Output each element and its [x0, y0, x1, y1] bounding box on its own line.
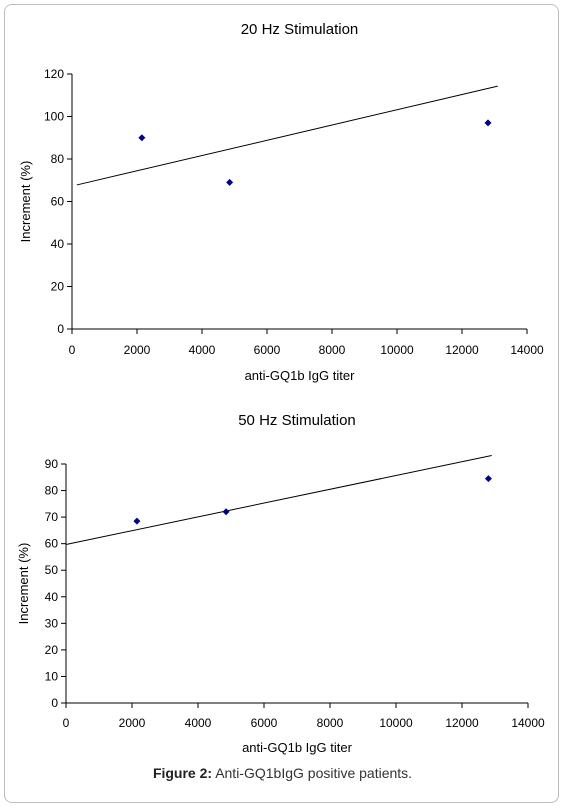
data-point	[484, 475, 492, 483]
x-tick-label: 6000	[254, 343, 281, 357]
y-tick-label: 40	[51, 237, 65, 251]
chart-title: 50 Hz Stimulation	[238, 412, 356, 429]
y-tick-label: 80	[51, 152, 65, 166]
y-tick-label: 0	[57, 322, 64, 336]
data-point	[222, 508, 230, 516]
y-axis-label: Increment (%)	[18, 161, 33, 243]
x-tick-label: 14000	[510, 343, 544, 357]
chart-title: 20 Hz Stimulation	[241, 21, 359, 38]
x-tick-label: 14000	[511, 716, 545, 730]
x-tick-label: 8000	[317, 716, 344, 730]
x-axis-label: anti-GQ1b IgG titer	[245, 368, 355, 383]
figure-caption: Figure 2: Anti-GQ1bIgG positive patients…	[0, 765, 565, 781]
y-tick-label: 70	[45, 510, 59, 524]
x-tick-label: 6000	[251, 716, 278, 730]
y-tick-label: 20	[45, 643, 59, 657]
y-tick-label: 30	[45, 616, 59, 630]
x-tick-label: 2000	[124, 343, 151, 357]
data-point	[133, 517, 141, 525]
x-tick-label: 4000	[189, 343, 216, 357]
x-tick-label: 2000	[119, 716, 146, 730]
y-tick-label: 100	[44, 110, 64, 124]
y-tick-label: 20	[51, 280, 65, 294]
y-tick-label: 50	[45, 563, 59, 577]
x-tick-label: 0	[63, 716, 70, 730]
x-tick-label: 12000	[445, 343, 479, 357]
x-tick-label: 10000	[380, 343, 414, 357]
y-tick-label: 120	[44, 67, 64, 81]
data-point	[138, 134, 146, 142]
trendline	[76, 85, 498, 186]
y-tick-label: 80	[45, 484, 59, 498]
y-tick-label: 60	[51, 195, 65, 209]
x-tick-label: 0	[69, 343, 76, 357]
caption-text: Anti-GQ1bIgG positive patients.	[215, 765, 413, 781]
chart-20hz: 20 Hz Stimulation 0 20 40 60 80 100 120 0 2000 400…	[18, 21, 544, 383]
x-axis-label: anti-GQ1b IgG titer	[242, 740, 352, 755]
y-tick-label: 0	[51, 696, 58, 710]
y-tick-label: 40	[45, 590, 59, 604]
x-tick-label: 4000	[185, 716, 212, 730]
chart-50hz: 50 Hz Stimulation 0 10 20 30 40 50 60 70 80 90 0 200…	[16, 412, 545, 755]
data-point	[484, 119, 492, 127]
data-point	[226, 178, 234, 186]
caption-label: Figure 2:	[152, 765, 213, 781]
y-axis-label: Increment (%)	[16, 543, 31, 625]
x-tick-label: 10000	[379, 716, 413, 730]
y-tick-label: 10	[45, 669, 59, 683]
y-tick-label: 60	[45, 537, 59, 551]
trendline	[65, 455, 492, 545]
x-tick-label: 8000	[319, 343, 346, 357]
x-tick-label: 12000	[445, 716, 479, 730]
y-tick-label: 90	[45, 457, 59, 471]
